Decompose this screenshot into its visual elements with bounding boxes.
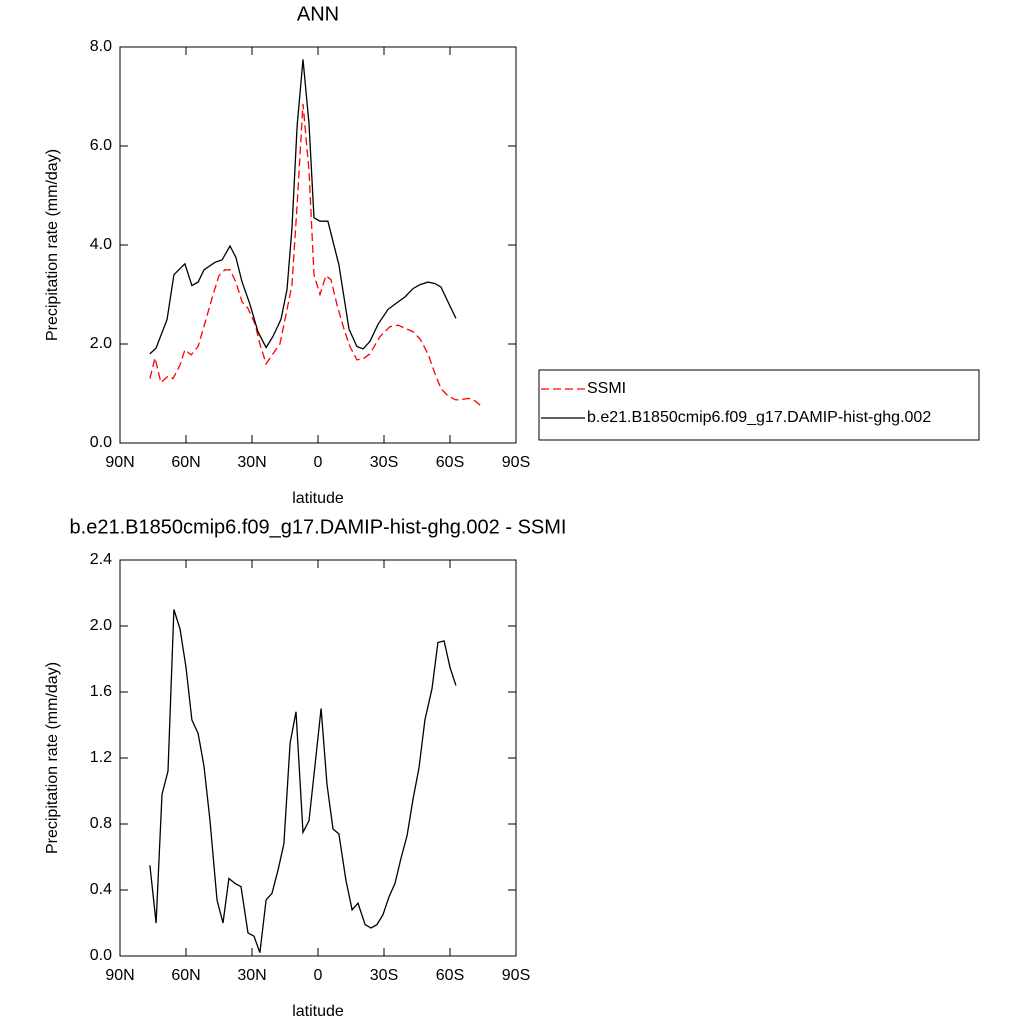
x-axis-label: latitude bbox=[292, 490, 344, 507]
series-line bbox=[149, 609, 457, 953]
y-axis-label: Precipitation rate (mm/day) bbox=[44, 662, 61, 854]
x-tick-label: 60N bbox=[171, 967, 200, 984]
y-tick-label: 0.8 bbox=[90, 815, 112, 832]
y-tick-label: 2.0 bbox=[90, 617, 112, 634]
plot-frame bbox=[119, 559, 517, 957]
legend-box bbox=[538, 369, 980, 441]
chart-title: ANN bbox=[297, 3, 339, 25]
y-tick-label: 2.4 bbox=[90, 551, 112, 568]
legend-label: SSMI bbox=[587, 380, 626, 397]
y-tick-label: 4.0 bbox=[90, 236, 112, 253]
x-tick-label: 0 bbox=[314, 454, 323, 471]
y-tick-label: 1.2 bbox=[90, 749, 112, 766]
y-tick-label: 0.0 bbox=[90, 434, 112, 451]
x-tick-label: 60S bbox=[436, 967, 464, 984]
y-tick-label: 6.0 bbox=[90, 137, 112, 154]
plot-frame bbox=[119, 46, 517, 444]
x-tick-label: 60S bbox=[436, 454, 464, 471]
series-line bbox=[149, 103, 482, 407]
x-tick-label: 60N bbox=[171, 454, 200, 471]
series-line bbox=[149, 59, 457, 355]
y-tick-label: 1.6 bbox=[90, 683, 112, 700]
y-axis-label: Precipitation rate (mm/day) bbox=[44, 149, 61, 341]
y-tick-label: 0.4 bbox=[90, 881, 112, 898]
x-tick-label: 30N bbox=[237, 967, 266, 984]
x-tick-label: 30S bbox=[370, 454, 398, 471]
x-axis-label: latitude bbox=[292, 1003, 344, 1020]
chart-title: b.e21.B1850cmip6.f09_g17.DAMIP-hist-ghg.… bbox=[70, 516, 567, 538]
y-tick-label: 0.0 bbox=[90, 947, 112, 964]
x-tick-label: 90S bbox=[502, 967, 530, 984]
y-tick-label: 2.0 bbox=[90, 335, 112, 352]
x-tick-label: 30S bbox=[370, 967, 398, 984]
x-tick-label: 30N bbox=[237, 454, 266, 471]
x-tick-label: 90S bbox=[502, 454, 530, 471]
x-tick-label: 0 bbox=[314, 967, 323, 984]
y-tick-label: 8.0 bbox=[90, 38, 112, 55]
x-tick-label: 90N bbox=[105, 454, 134, 471]
x-tick-label: 90N bbox=[105, 967, 134, 984]
legend-label: b.e21.B1850cmip6.f09_g17.DAMIP-hist-ghg.… bbox=[587, 409, 931, 426]
